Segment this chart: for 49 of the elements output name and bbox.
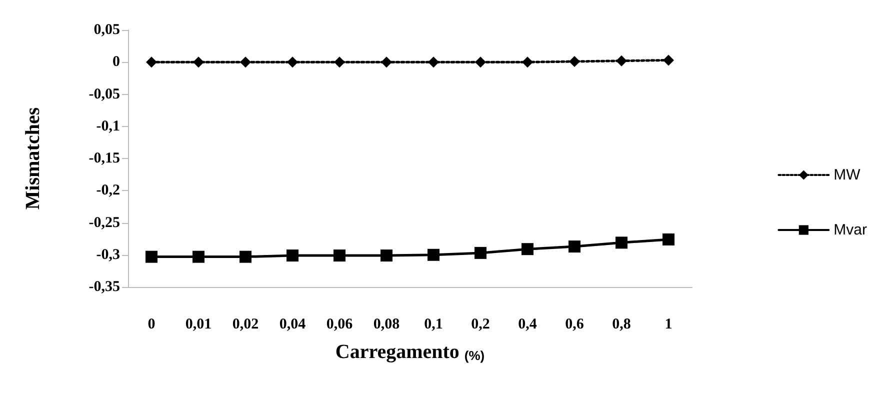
y-tick-label: -0,35 — [88, 279, 120, 295]
y-tick-label: -0,15 — [88, 150, 120, 166]
y-tick-label: -0,2 — [96, 182, 120, 199]
legend-label: MW — [834, 166, 862, 184]
x-tick-label: 0,08 — [373, 316, 400, 332]
point — [428, 248, 440, 261]
legend-label: Mvar — [834, 222, 868, 238]
x-axis-title: Carregamento (%) — [335, 341, 485, 363]
x-tick-label: 0,01 — [185, 316, 212, 332]
x-tick-label: 0 — [148, 316, 156, 332]
x-tick-label: 0,02 — [232, 316, 259, 332]
point — [381, 56, 392, 68]
x-tick-label: 0,4 — [518, 316, 538, 332]
y-tick-label: -0,05 — [88, 86, 120, 102]
point — [146, 250, 158, 263]
x-tick-label: 1 — [664, 316, 672, 332]
point — [616, 55, 627, 66]
y-tick-label: 0,05 — [94, 22, 120, 38]
x-tick-label: 0,6 — [565, 316, 584, 332]
point — [616, 236, 628, 249]
point — [240, 250, 252, 263]
point — [193, 56, 204, 68]
point — [286, 250, 298, 262]
point — [568, 240, 580, 253]
x-tick-label: 0,8 — [612, 316, 631, 332]
point — [428, 56, 439, 68]
point — [663, 54, 674, 66]
x-tick-label: 0,06 — [326, 316, 354, 332]
point — [522, 56, 533, 68]
x-tick-label: 0,1 — [424, 316, 443, 332]
y-tick-label: -0,25 — [88, 214, 120, 231]
x-tick-label: 0,04 — [279, 316, 306, 332]
point — [474, 246, 486, 259]
point — [334, 56, 345, 68]
point — [287, 56, 298, 68]
y-tick-label: 0 — [112, 54, 120, 70]
point — [240, 56, 251, 68]
point — [192, 250, 204, 263]
y-tick-label: -0,3 — [96, 246, 120, 263]
x-tick-label: 0,2 — [471, 316, 490, 332]
y-axis-title: Mismatches — [22, 107, 44, 210]
point — [662, 233, 674, 246]
point — [569, 56, 580, 67]
point — [475, 56, 486, 68]
point — [522, 243, 534, 256]
y-tick-label: -0,1 — [96, 118, 120, 134]
point — [146, 56, 157, 68]
point — [380, 250, 392, 262]
point — [334, 250, 346, 262]
